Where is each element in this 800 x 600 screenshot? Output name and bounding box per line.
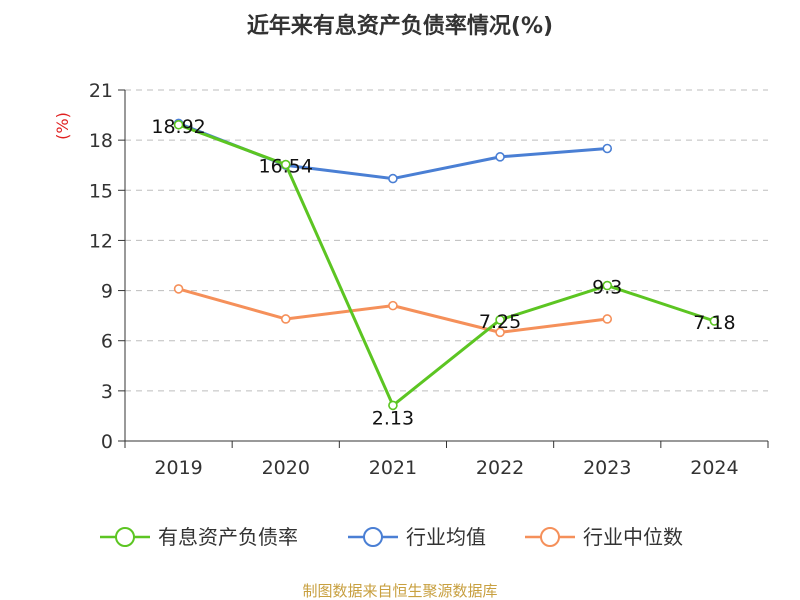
legend: 有息资产负债率 行业均值 行业中位数 (100, 525, 683, 549)
x-tick-label: 2020 (262, 457, 310, 479)
source-note: 制图数据来自恒生聚源数据库 (302, 582, 497, 600)
x-tick-label: 2024 (690, 457, 738, 479)
chart-title: 近年来有息资产负债率情况(%) (247, 13, 553, 39)
data-label: 16.54 (259, 156, 313, 178)
data-point (495, 315, 505, 325)
data-label: 2.13 (372, 407, 414, 429)
y-tick-label: 6 (101, 331, 113, 353)
y-tick-label: 3 (101, 381, 113, 403)
data-point (495, 327, 505, 338)
data-label: 7.18 (693, 312, 735, 334)
y-tick-label: 12 (89, 230, 113, 252)
legend-label: 有息资产负债率 (158, 525, 298, 549)
y-tick-label: 18 (89, 130, 113, 152)
y-tick-label: 21 (89, 80, 113, 102)
data-point (388, 173, 398, 184)
legend-label: 行业均值 (406, 525, 486, 549)
legend-swatch-marker (363, 527, 383, 547)
x-tick-label: 2019 (154, 457, 202, 479)
legend-item: 行业中位数 (525, 525, 683, 549)
data-point (709, 316, 720, 326)
legend-swatch-marker (540, 527, 560, 547)
legend-swatch-marker (115, 527, 135, 547)
axes: 0 3 6 9 12 15 18 21 2019 2020 2021 2022 2023 2024 (89, 80, 769, 479)
data-point (173, 119, 184, 130)
data-labels: 18.92 16.54 2.13 7.25 9.3 7.18 (151, 116, 735, 430)
data-point (280, 314, 291, 324)
legend-item: 行业均值 (348, 525, 486, 549)
y-tick-label: 9 (101, 281, 113, 303)
x-tick-label: 2021 (369, 457, 417, 479)
series-line (178, 122, 608, 181)
data-label: 18.92 (151, 116, 205, 138)
x-tick-label: 2022 (476, 457, 524, 479)
data-point (388, 300, 398, 311)
y-tick-label: 15 (89, 180, 113, 202)
x-tick-label: 2023 (583, 457, 631, 479)
legend-item: 有息资产负债率 (100, 525, 298, 549)
grid-lines (125, 89, 768, 392)
data-point (602, 143, 613, 154)
data-point (602, 280, 613, 291)
data-point (173, 284, 184, 294)
series-layer (173, 118, 720, 411)
data-point (388, 400, 398, 411)
series-line (178, 287, 608, 334)
data-point (602, 314, 613, 324)
data-label: 9.3 (592, 277, 622, 299)
y-axis-unit: (%) (53, 112, 72, 140)
legend-label: 行业中位数 (583, 525, 683, 549)
data-point (495, 152, 505, 162)
y-tick-label: 0 (101, 431, 113, 453)
series-line (178, 123, 715, 407)
data-label: 7.25 (479, 311, 521, 333)
data-point (280, 159, 291, 170)
